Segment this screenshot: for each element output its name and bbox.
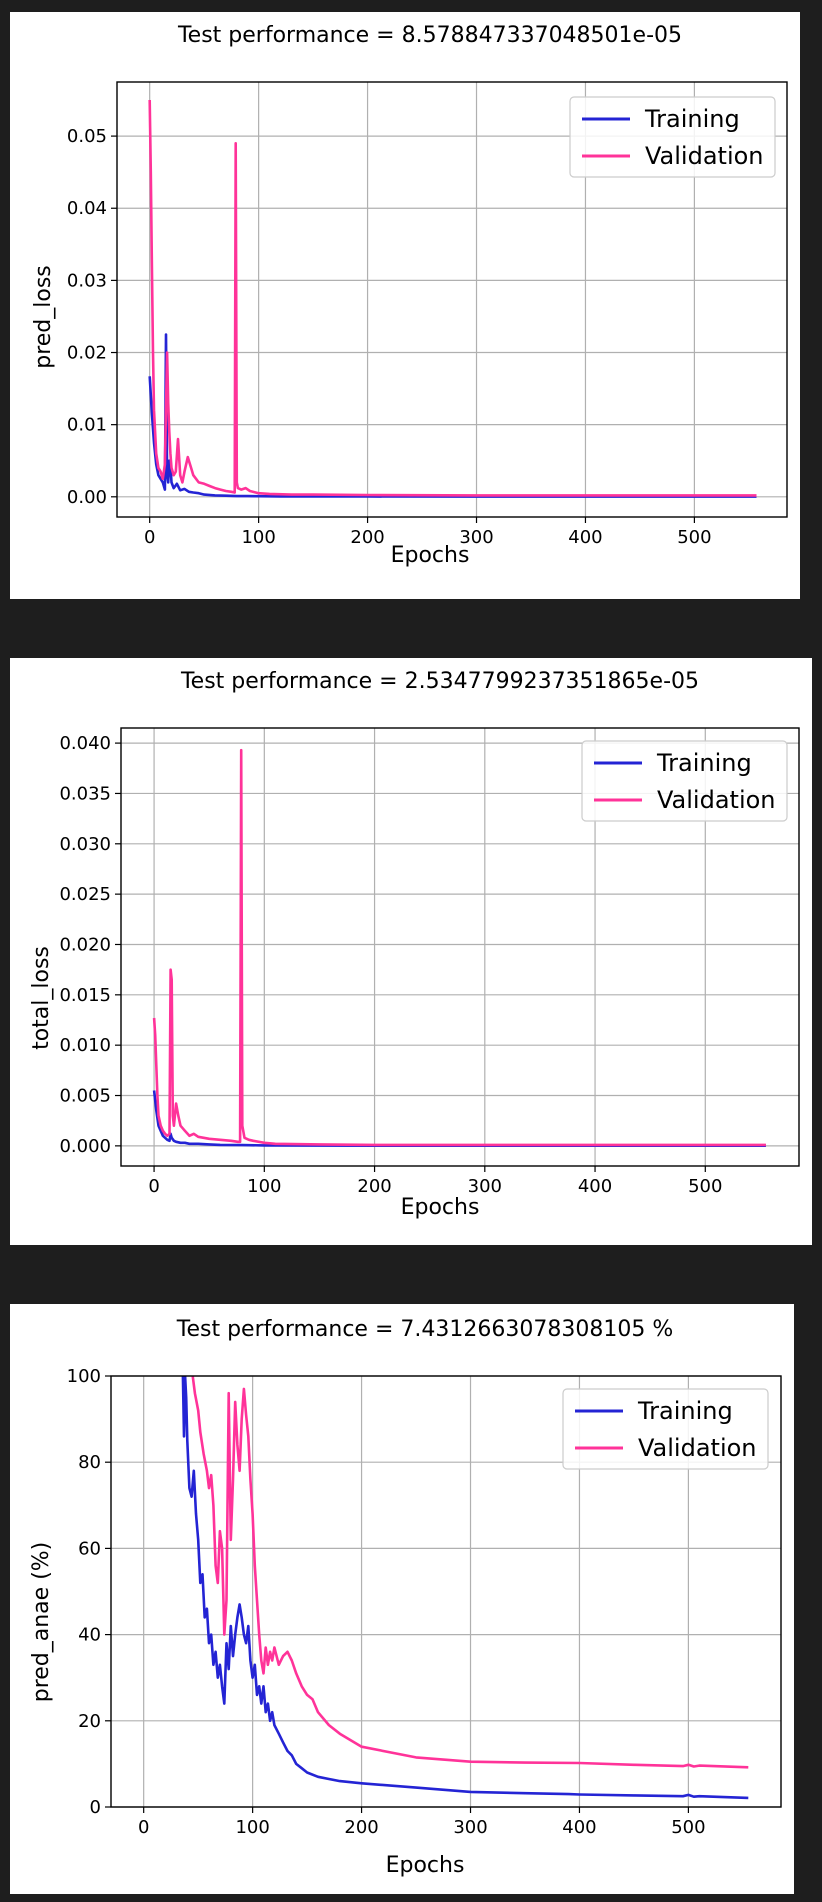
axes-frame xyxy=(110,1375,782,1808)
chart-svg: Test performance = 8.578847337048501e-05… xyxy=(31,23,788,568)
legend: Training Validation xyxy=(562,1388,769,1470)
chart-title: Test performance = 2.5347799237351865e-0… xyxy=(180,669,699,694)
plot-area xyxy=(148,99,757,498)
legend: Training Validation xyxy=(581,740,788,822)
y-tick-label: 0.00 xyxy=(67,487,107,508)
y-axis-label: total_loss xyxy=(29,946,54,1050)
legend-label-validation: Validation xyxy=(657,786,776,814)
y-tick-label: 0.040 xyxy=(59,733,111,754)
y-tick-label: 100 xyxy=(67,1366,101,1387)
y-tick-label: 0.015 xyxy=(59,985,111,1006)
y-tick-label: 0.03 xyxy=(67,270,107,291)
y-tick-label: 60 xyxy=(78,1538,101,1559)
x-tick-label: 200 xyxy=(357,1176,391,1197)
x-tick-label: 200 xyxy=(350,527,384,548)
x-tick-label: 300 xyxy=(459,527,493,548)
chart-svg: Test performance = 2.5347799237351865e-0… xyxy=(29,669,800,1220)
y-tick-label: 0.035 xyxy=(59,783,111,804)
chart-title: Test performance = 7.4312663078308105 % xyxy=(176,1317,673,1342)
legend-label-validation: Validation xyxy=(645,142,764,170)
plot-area xyxy=(152,748,766,1148)
legend-label-training: Training xyxy=(644,105,740,133)
x-tick-label: 300 xyxy=(468,1176,502,1197)
y-tick-label: 20 xyxy=(78,1711,101,1732)
y-tick-label: 0.02 xyxy=(67,343,107,364)
y-tick-label: 80 xyxy=(78,1452,101,1473)
x-tick-label: 400 xyxy=(562,1817,596,1838)
series-line-training xyxy=(148,333,757,498)
y-tick-label: 0.030 xyxy=(59,834,111,855)
series-line-training xyxy=(181,1376,749,1800)
y-tick-label: 0.04 xyxy=(67,198,107,219)
plot-area xyxy=(181,1376,749,1800)
y-tick-label: 0.01 xyxy=(67,415,107,436)
y-tick-label: 0.010 xyxy=(59,1035,111,1056)
y-axis-label: pred_anae (%) xyxy=(29,1542,54,1703)
x-tick-label: 0 xyxy=(144,527,155,548)
x-tick-label: 100 xyxy=(235,1817,269,1838)
x-tick-label: 100 xyxy=(247,1176,281,1197)
x-tick-label: 0 xyxy=(148,1176,159,1197)
x-tick-label: 500 xyxy=(688,1176,722,1197)
x-tick-label: 400 xyxy=(568,527,602,548)
legend-label-training: Training xyxy=(656,749,752,777)
legend-label-validation: Validation xyxy=(638,1434,757,1462)
y-tick-label: 40 xyxy=(78,1625,101,1646)
chart-svg: Test performance = 7.4312663078308105 % … xyxy=(29,1317,782,1878)
series-line-validation xyxy=(148,99,757,497)
chart-panel-pred-loss: Test performance = 8.578847337048501e-05… xyxy=(10,12,800,599)
chart-panel-pred-anae: Test performance = 7.4312663078308105 % … xyxy=(10,1304,794,1894)
chart-panel-total-loss: Test performance = 2.5347799237351865e-0… xyxy=(10,658,812,1245)
series-line-validation xyxy=(191,1376,749,1769)
y-tick-label: 0.005 xyxy=(59,1086,111,1107)
x-axis-label: Epochs xyxy=(391,543,470,568)
axes-frame xyxy=(116,81,788,518)
x-tick-label: 500 xyxy=(677,527,711,548)
chart-title: Test performance = 8.578847337048501e-05 xyxy=(177,23,682,48)
y-tick-label: 0.05 xyxy=(67,126,107,147)
x-tick-label: 500 xyxy=(671,1817,705,1838)
legend: Training Validation xyxy=(569,96,776,178)
x-tick-label: 100 xyxy=(241,527,275,548)
series-line-validation xyxy=(152,748,766,1147)
x-axis-label: Epochs xyxy=(401,1195,480,1220)
x-tick-label: 300 xyxy=(453,1817,487,1838)
x-tick-label: 200 xyxy=(344,1817,378,1838)
y-tick-label: 0 xyxy=(90,1797,101,1818)
legend-label-training: Training xyxy=(637,1397,733,1425)
x-tick-label: 0 xyxy=(138,1817,149,1838)
axes-frame xyxy=(120,727,800,1167)
y-tick-label: 0.020 xyxy=(59,934,111,955)
y-tick-label: 0.025 xyxy=(59,884,111,905)
x-tick-label: 400 xyxy=(578,1176,612,1197)
x-axis-label: Epochs xyxy=(386,1853,465,1878)
y-axis-label: pred_loss xyxy=(31,265,56,369)
y-tick-label: 0.000 xyxy=(59,1136,111,1157)
